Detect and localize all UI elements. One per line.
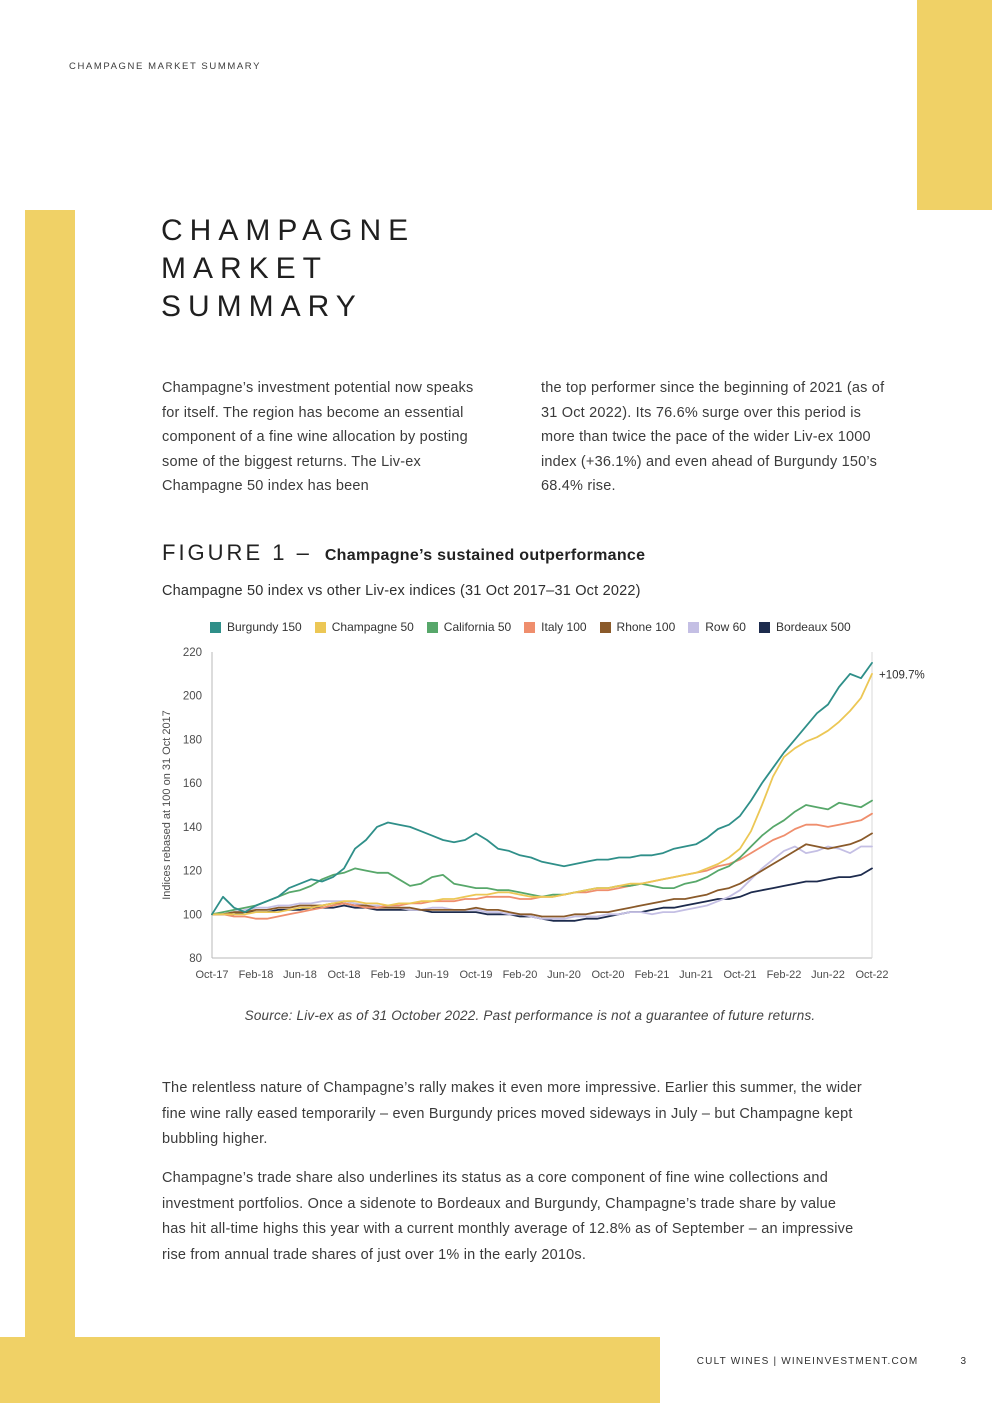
figure-heading: FIGURE 1 – Champagne’s sustained outperf… [162,540,645,566]
legend-item: Bordeaux 500 [758,620,851,634]
accent-block-left-strip [25,210,75,1337]
x-tick-label: Jun-18 [283,969,317,981]
figure-label: FIGURE 1 – [162,540,312,565]
x-tick-label: Feb-18 [239,969,274,981]
x-tick-label: Oct-19 [459,969,492,981]
legend-swatch [314,621,326,633]
y-tick-label: 220 [183,647,202,659]
page-number: 3 [960,1356,966,1367]
page-title-line-1: CHAMPAGNE [161,214,416,247]
figure-1-chart: 80 100 120 140 160 180 200 220 Oct-17 Feb-18 Jun-1… [160,640,960,986]
legend-label: Row 60 [705,620,746,634]
figure-title: Champagne’s sustained outperformance [324,547,646,564]
page-eyebrow: CHAMPAGNE MARKET SUMMARY [69,61,262,72]
x-tick-label: Jun-19 [415,969,449,981]
x-tick-label: Oct-20 [591,969,624,981]
y-tick-label: 120 [183,866,202,878]
legend-swatch [210,621,221,633]
body-paragraph-2: Champagne’s trade share also underlines … [162,1170,854,1263]
footer-brand: CULT WINES | WINEINVESTMENT.COM [696,1356,919,1367]
body-paragraph-1: The relentless nature of Champagne’s ral… [162,1080,862,1147]
legend-label: Bordeaux 500 [775,620,851,634]
intro-column-2: the top performer since the beginning of… [541,380,885,494]
y-tick-label: 160 [183,778,202,790]
x-tick-label: Feb-22 [767,969,802,981]
page-title-line-3: SUMMARY [161,290,363,323]
y-axis-title: Indices rebased at 100 on 31 Oct 2017 [161,710,173,900]
legend-item: Champagne 50 [314,620,414,634]
legend-swatch [426,621,438,633]
x-tick-label: Feb-21 [635,969,670,981]
x-tick-label: Oct-22 [855,969,888,981]
chart-legend: Burgundy 150 Champagne 50 California 50 Ita… [210,620,851,634]
figure-subtitle: Champagne 50 index vs other Liv-ex indic… [162,583,641,599]
series-line-burgundy-150 [211,661,873,916]
series-line-bordeaux-500 [211,867,873,922]
y-tick-label: 200 [183,691,202,703]
chart-annotation: +109.7% [879,670,925,682]
accent-block-bottom-left [0,1337,660,1403]
page-title: CHAMPAGNE MARKET SUMMARY [161,212,415,326]
x-tick-label: Oct-17 [195,969,228,981]
figure-chart-svg: 80 100 120 140 160 180 200 220 Oct-17 Feb-18 Jun-1… [161,647,925,981]
legend-item: California 50 [426,620,512,634]
legend-swatch [758,621,770,633]
x-tick-label: Oct-18 [327,969,360,981]
source-note: Source: Liv-ex as of 31 October 2022. Pa… [244,1008,816,1023]
series-line-champagne-50 [211,673,873,916]
x-tick-label: Feb-19 [371,969,406,981]
series-line-row-60 [211,845,873,920]
x-tick-label: Oct-21 [723,969,756,981]
page-footer: CULT WINES | WINEINVESTMENT.COM 3 [697,1356,966,1367]
intro-column-1: Champagne’s investment potential now spe… [162,380,474,494]
page-title-line-2: MARKET [161,252,329,285]
x-tick-label: Feb-20 [503,969,538,981]
legend-swatch [524,621,536,633]
x-tick-label: Jun-21 [679,969,713,981]
legend-item: Italy 100 [524,620,587,634]
y-tick-label: 100 [183,909,202,921]
x-tick-label: Jun-22 [811,969,845,981]
x-tick-label: Jun-20 [547,969,581,981]
legend-label: Champagne 50 [331,620,414,634]
y-tick-label: 140 [183,822,202,834]
y-tick-label: 80 [189,953,202,965]
legend-label: Rhone 100 [616,620,676,634]
legend-item: Burgundy 150 [210,620,302,634]
legend-label: Italy 100 [541,620,587,634]
legend-label: California 50 [443,620,512,634]
legend-label: Burgundy 150 [227,620,302,634]
legend-swatch [688,621,700,633]
legend-swatch [599,621,611,633]
legend-item: Row 60 [688,620,746,634]
y-tick-label: 180 [183,734,202,746]
accent-block-top-right [917,0,992,210]
legend-item: Rhone 100 [599,620,676,634]
